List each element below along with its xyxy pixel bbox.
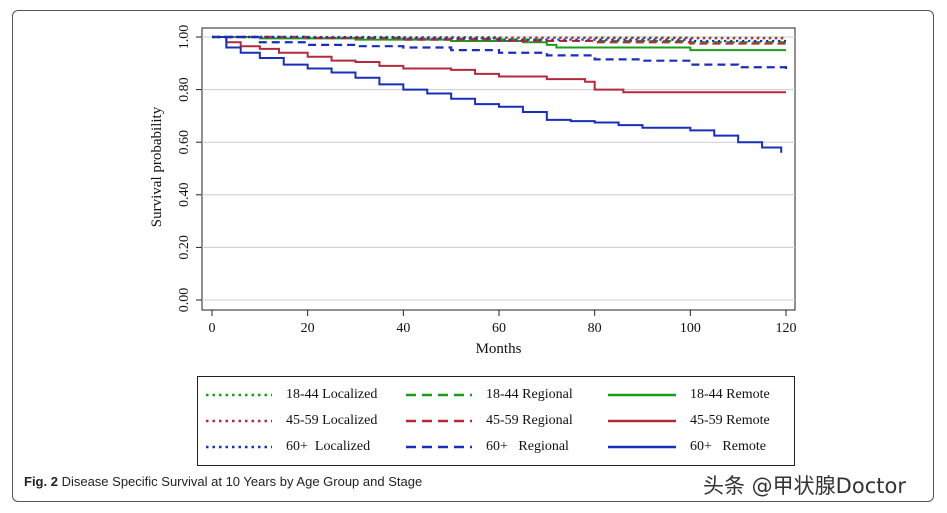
legend-item: 45-59 Localized	[206, 409, 377, 433]
legend-label: 45-59 Regional	[486, 413, 573, 428]
legend-item: 60+ Localized	[206, 435, 370, 459]
x-axis-label: Months	[476, 341, 522, 357]
x-tick-label: 120	[776, 321, 797, 336]
x-tick-label: 0	[209, 321, 216, 336]
legend-item: 18-44 Remote	[608, 383, 770, 407]
series-line-60-localized	[212, 35, 786, 43]
y-tick-label: 0.20	[177, 235, 192, 260]
figure-caption-text: Disease Specific Survival at 10 Years by…	[57, 474, 423, 489]
legend-item: 45-59 Remote	[608, 409, 770, 433]
figure-caption-label: Fig. 2	[24, 474, 58, 489]
legend-swatch	[608, 419, 676, 423]
y-tick-label: 0.80	[177, 77, 192, 102]
series-line-60-remote	[212, 36, 783, 153]
series-line-18-44-remote	[212, 36, 786, 52]
legend-item: 45-59 Regional	[406, 409, 573, 433]
y-tick-label: 1.00	[177, 25, 192, 50]
y-tick-label: 0.40	[177, 183, 192, 208]
figure-caption: Fig. 2 Disease Specific Survival at 10 Y…	[24, 474, 422, 489]
legend-label: 18-44 Localized	[286, 387, 378, 402]
legend-swatch	[608, 445, 676, 449]
legend-item: 18-44 Regional	[406, 383, 573, 407]
legend-label: 45-59 Localized	[286, 413, 378, 428]
legend-label: 18-44 Remote	[690, 387, 770, 402]
legend-swatch	[406, 445, 472, 449]
legend-label: 60+ Remote	[690, 439, 766, 454]
series-line-45-59-remote	[212, 36, 786, 94]
plot-area	[201, 27, 796, 311]
legend-item: 60+ Remote	[608, 435, 766, 459]
legend-swatch	[608, 393, 676, 397]
legend-label: 45-59 Remote	[690, 413, 770, 428]
y-axis-label: Survival probability	[149, 106, 165, 227]
legend-swatch	[406, 393, 472, 397]
legend-label: 18-44 Regional	[486, 387, 573, 402]
x-tick-label: 80	[588, 321, 602, 336]
x-tick-label: 40	[396, 321, 410, 336]
legend-swatch	[206, 445, 272, 449]
chart-legend: 18-44 Localized 18-44 Regional 18-44 Remot…	[197, 376, 795, 466]
legend-item: 60+ Regional	[406, 435, 569, 459]
legend-label: 60+ Localized	[286, 439, 371, 454]
y-tick-label: 0.00	[177, 288, 192, 313]
legend-swatch	[206, 419, 272, 423]
watermark: 头条 @甲状腺Doctor	[703, 474, 906, 498]
x-tick-label: 100	[680, 321, 701, 336]
series-line-60-regional	[212, 35, 788, 72]
legend-swatch	[206, 393, 272, 397]
legend-item: 18-44 Localized	[206, 383, 377, 407]
x-tick-label: 60	[492, 321, 506, 336]
legend-swatch	[406, 419, 472, 423]
y-tick-label: 0.60	[177, 130, 192, 155]
legend-label: 60+ Regional	[486, 439, 569, 454]
x-tick-label: 20	[301, 321, 315, 336]
